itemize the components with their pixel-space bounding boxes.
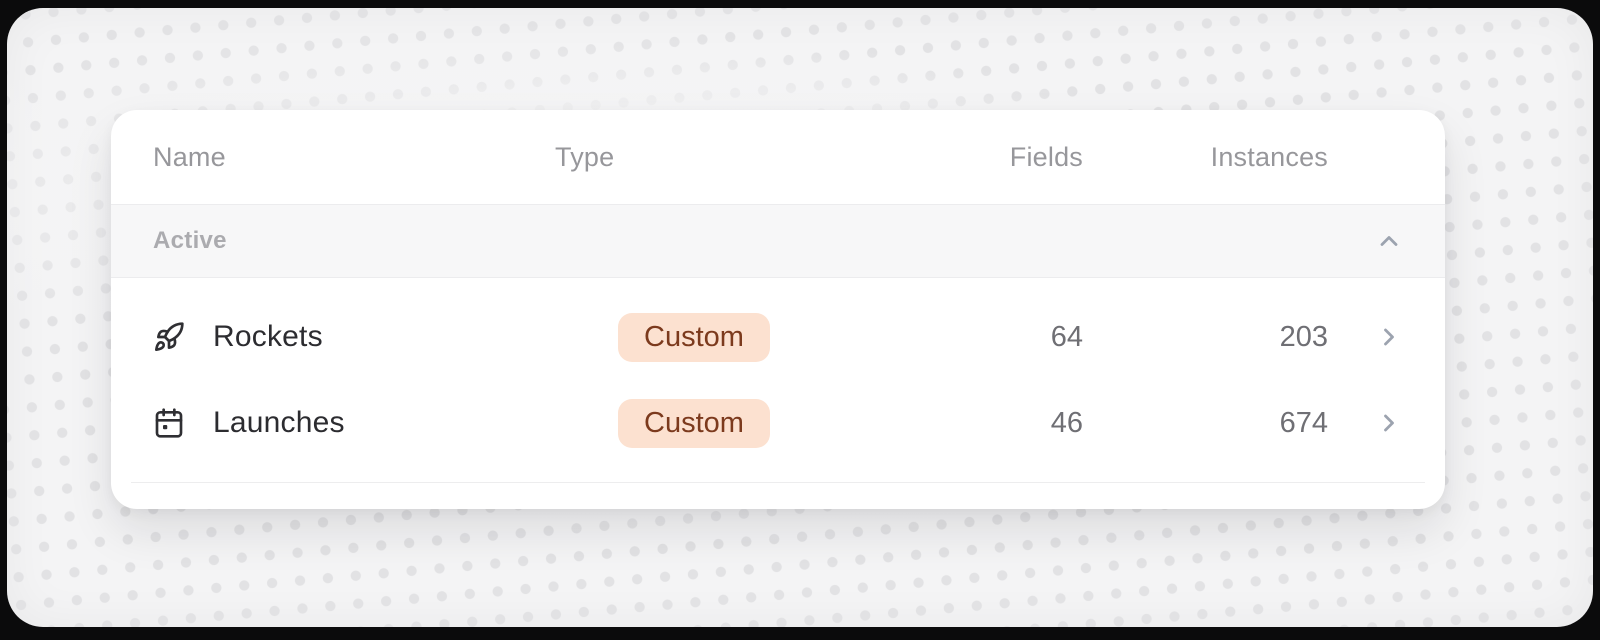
- section-label: Active: [153, 227, 227, 254]
- section-header-active[interactable]: Active: [111, 204, 1445, 278]
- rocket-icon: [153, 321, 185, 353]
- column-header-type: Type: [555, 141, 615, 172]
- table-row-launches[interactable]: Launches Custom 46 674: [111, 380, 1445, 466]
- chevron-up-icon[interactable]: [1375, 227, 1403, 255]
- instances-count: 674: [1279, 406, 1328, 439]
- column-header-instances: Instances: [1210, 141, 1328, 172]
- fields-count: 46: [1050, 406, 1083, 439]
- collections-table-card: Name Type Fields Instances Active: [111, 110, 1445, 509]
- type-badge: Custom: [618, 312, 770, 362]
- table-row-rockets[interactable]: Rockets Custom 64 203: [111, 294, 1445, 380]
- row-name: Launches: [213, 406, 345, 439]
- column-header-name: Name: [153, 141, 226, 172]
- table-body: Rockets Custom 64 203: [111, 278, 1445, 483]
- calendar-icon: [153, 407, 185, 439]
- type-badge: Custom: [618, 398, 770, 448]
- bottom-divider: [131, 482, 1425, 483]
- row-name: Rockets: [213, 320, 323, 353]
- column-header-fields: Fields: [1009, 141, 1083, 172]
- fields-count: 64: [1050, 320, 1083, 353]
- table-header-row: Name Type Fields Instances: [111, 110, 1445, 204]
- instances-count: 203: [1279, 320, 1328, 353]
- chevron-right-icon: [1375, 323, 1403, 351]
- chevron-right-icon: [1375, 409, 1403, 437]
